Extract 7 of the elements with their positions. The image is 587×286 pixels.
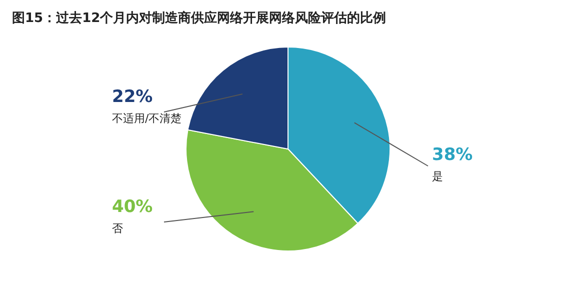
data-label: 38% bbox=[432, 145, 473, 165]
data-label: 40% bbox=[112, 197, 153, 217]
data-label: 22% bbox=[112, 87, 153, 107]
chart-title: 图15：过去12个月内对制造商供应网络开展网络风险评估的比例 bbox=[12, 10, 386, 26]
slice-label: 是 bbox=[432, 170, 443, 183]
slice-label: 否 bbox=[112, 222, 123, 235]
slice-label: 不适用/不清楚 bbox=[112, 112, 182, 125]
